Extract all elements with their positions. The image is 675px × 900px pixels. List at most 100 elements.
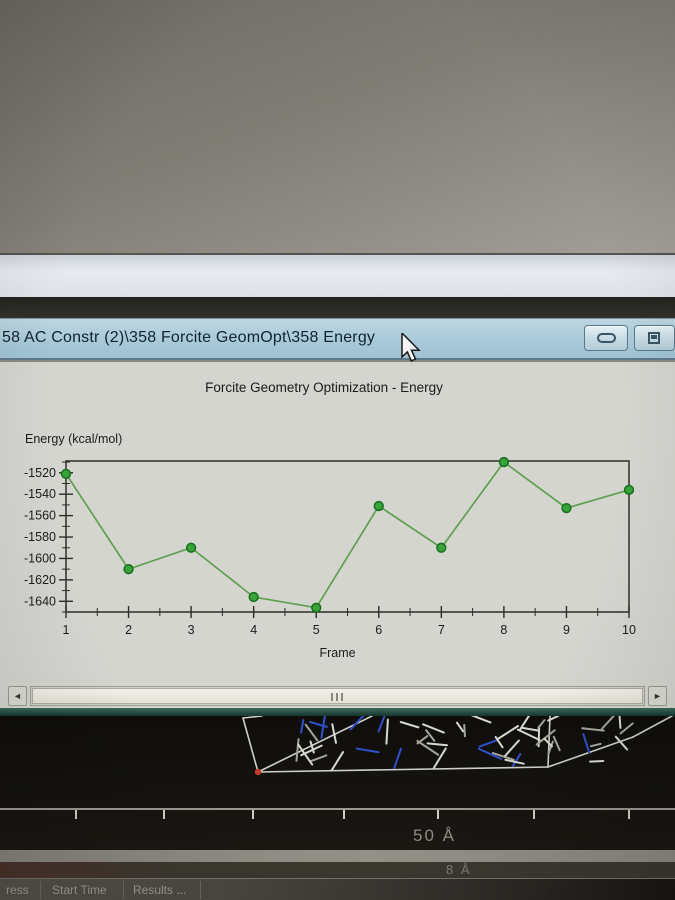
column-header-results[interactable]: Results ... [133, 883, 187, 897]
x-tick-label: 1 [63, 623, 70, 637]
cell-edge-line [242, 716, 263, 719]
column-divider [200, 881, 201, 899]
nitrogen-stick [478, 739, 499, 748]
energy-series-line [65, 460, 630, 609]
restore-button[interactable] [634, 325, 675, 351]
cell-edge-line [242, 717, 259, 773]
molecule-stick [552, 735, 561, 752]
origin-marker [254, 768, 262, 776]
column-divider [123, 881, 124, 899]
horizontal-scrollbar[interactable]: ◄ ► [8, 684, 667, 708]
molecule-stick [385, 718, 389, 745]
background-window-strip [0, 253, 675, 297]
energy-chart-window: 58 AC Constr (2)\358 Forcite GeomOpt\358… [0, 318, 675, 708]
scroll-left-icon: ◄ [13, 691, 22, 701]
molecule-stick [399, 721, 420, 729]
molecule-stick [504, 739, 520, 757]
plot-border [65, 460, 630, 613]
y-tick-label: -1620 [24, 573, 56, 587]
x-tick-label: 9 [563, 623, 570, 637]
ruler-tick [533, 810, 535, 819]
column-header-progress[interactable]: ress [6, 883, 29, 897]
minimize-button[interactable] [584, 325, 628, 351]
molecule-stick [491, 752, 515, 761]
nitrogen-stick [300, 719, 305, 734]
molecule-stick [537, 719, 546, 730]
job-table-header: ress Start Time Results ... [0, 878, 675, 900]
data-point-marker [60, 468, 72, 480]
data-point-marker [623, 484, 635, 496]
molecule-stick [589, 759, 605, 763]
ruler-tick [437, 810, 439, 819]
energy-line-chart: -1520 -1540 -1560 -1580 -1600 -1620 -1640 1 2 3 4 5… [24, 456, 636, 637]
molecule-stick [614, 735, 629, 751]
molecule-stick [304, 723, 319, 742]
molecule-stick [618, 716, 622, 729]
nitrogen-stick [393, 747, 402, 770]
data-point-marker [561, 502, 572, 514]
molecule-stick [589, 742, 602, 748]
chart-panel: Forcite Geometry Optimization - Energy E… [0, 362, 675, 708]
scroll-right-icon: ► [653, 691, 662, 701]
cell-edge-line [257, 766, 549, 773]
nitrogen-stick [582, 733, 591, 754]
molecule-stick [455, 721, 465, 733]
cell-edge-line [547, 716, 551, 768]
monitor-blank-area [0, 0, 675, 253]
molecule-viewer[interactable]: 50 Å [0, 708, 675, 850]
restore-icon [648, 332, 660, 344]
chart-title: Forcite Geometry Optimization - Energy [205, 380, 443, 395]
x-tick-label: 8 [500, 623, 507, 637]
viewer-top-edge [0, 708, 675, 716]
x-tick-label: 3 [188, 623, 195, 637]
molecule-stick [297, 743, 314, 766]
molecule-stick [426, 742, 448, 747]
dark-separator-band [0, 297, 675, 318]
molecule-stick [425, 729, 436, 742]
scrollbar-thumb[interactable] [32, 688, 643, 704]
molecule-stick [330, 751, 345, 772]
molecule-stick [600, 716, 615, 730]
molecule-stick [520, 726, 539, 732]
molecule-stick [497, 725, 520, 740]
mouse-cursor-icon [401, 333, 421, 362]
nitrogen-stick [377, 716, 386, 733]
data-point-marker [436, 542, 447, 553]
ruler-tick [75, 810, 77, 819]
scroll-left-button[interactable]: ◄ [8, 686, 27, 706]
data-point-marker [123, 564, 134, 575]
molecule-stick [581, 727, 605, 732]
molecule-stick [547, 716, 559, 722]
scroll-right-button[interactable]: ► [648, 686, 667, 706]
molecule-stick [309, 740, 315, 754]
column-divider [40, 881, 41, 899]
ruler-tick [163, 810, 165, 819]
y-tick-label: -1540 [24, 487, 56, 501]
x-tick-label: 10 [622, 623, 636, 637]
y-tick-label: -1520 [24, 466, 56, 480]
viewer-ruler [0, 808, 675, 810]
data-point-marker [311, 602, 322, 613]
y-tick-label: -1600 [24, 551, 56, 565]
x-tick-label: 4 [250, 623, 257, 637]
scrollbar-track[interactable] [30, 686, 645, 706]
x-tick-label: 6 [375, 623, 382, 637]
x-tick-label: 2 [125, 623, 132, 637]
molecule-stick [470, 716, 492, 724]
molecule-stick [543, 737, 553, 748]
y-axis-caption: Energy (kcal/mol) [25, 432, 123, 446]
window-titlebar[interactable]: 58 AC Constr (2)\358 Forcite GeomOpt\358… [0, 318, 675, 360]
data-point-marker [248, 591, 259, 603]
cell-edge-line [547, 736, 634, 768]
molecule-stick [619, 722, 634, 735]
secondary-viewer-band: 8 Å [0, 862, 675, 878]
data-point-marker [185, 542, 197, 553]
y-tick-label: -1640 [24, 594, 56, 608]
data-point-marker [373, 500, 384, 512]
cell-edge-line [632, 716, 673, 738]
column-header-start-time[interactable]: Start Time [52, 883, 107, 897]
viewer-scale-label: 50 Å [413, 826, 456, 845]
window-edge-band [0, 850, 675, 862]
molecule-scene [242, 716, 673, 776]
ruler-tick [252, 810, 254, 819]
